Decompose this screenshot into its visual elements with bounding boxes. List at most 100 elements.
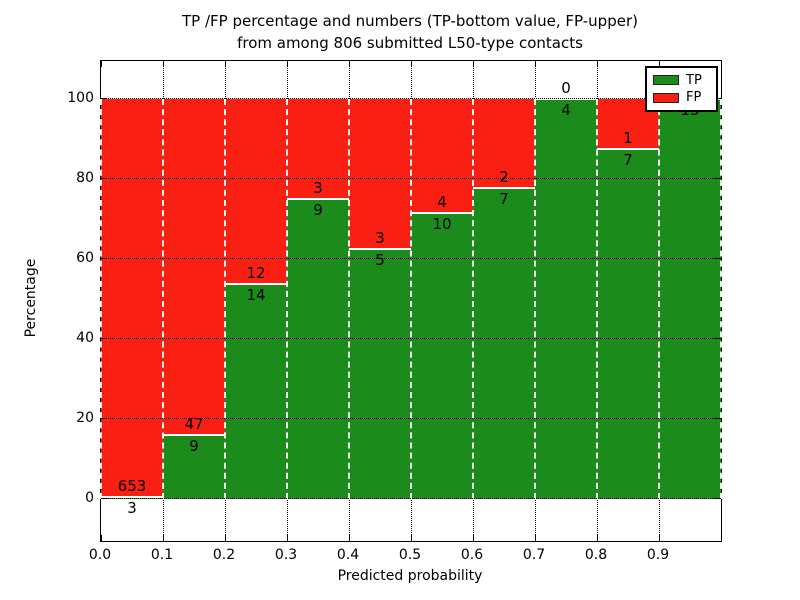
bar-segment-divider xyxy=(349,248,411,250)
y-tick-mark xyxy=(101,338,107,339)
fp-swatch-icon xyxy=(653,92,679,103)
bar-edge xyxy=(348,99,350,499)
bar-segment-divider xyxy=(411,212,473,215)
legend: TP FP xyxy=(645,66,718,112)
bar-edge xyxy=(100,99,102,499)
y-tick-mark xyxy=(715,418,721,419)
y-tick-label: 100 xyxy=(67,90,94,106)
bar-segment-tp xyxy=(411,213,473,499)
bar-label-fp: 3 xyxy=(375,229,385,247)
y-gridline xyxy=(101,498,721,499)
bar-segment-tp xyxy=(349,249,411,499)
y-tick-mark xyxy=(715,338,721,339)
x-tick-mark xyxy=(534,61,536,67)
bar-edge xyxy=(472,99,474,499)
x-tick-mark xyxy=(658,61,660,67)
x-tick-mark xyxy=(720,61,722,67)
bar-edge xyxy=(720,99,722,499)
bar-segment-tp xyxy=(597,149,659,499)
bar-segment-tp xyxy=(473,187,535,499)
legend-item-fp: FP xyxy=(653,91,710,104)
bar-label-fp: 12 xyxy=(246,263,266,282)
legend-item-tp: TP xyxy=(653,74,710,87)
bar-segment-divider xyxy=(287,198,349,200)
bar-edge xyxy=(658,99,660,499)
bar-label-tp: 7 xyxy=(499,189,509,208)
x-tick-label: 0.4 xyxy=(336,547,360,563)
bar-segment-fp xyxy=(349,99,411,249)
x-tick-mark xyxy=(286,61,288,67)
x-tick-mark xyxy=(410,61,412,67)
bar-segment-divider xyxy=(535,98,597,100)
x-tick-mark xyxy=(224,61,226,67)
y-axis-label: Percentage xyxy=(23,258,39,338)
x-tick-mark xyxy=(658,535,660,541)
bar-segment-tp xyxy=(225,283,287,499)
y-tick-mark xyxy=(715,178,721,179)
x-tick-mark xyxy=(162,61,164,67)
x-tick-label: 0.3 xyxy=(274,547,298,563)
bar-edge xyxy=(410,99,412,499)
bar-segment-divider xyxy=(597,148,659,150)
y-tick-mark xyxy=(101,178,107,179)
bar-segment-tp xyxy=(535,99,597,499)
chart-title-line1: TP /FP percentage and numbers (TP-bottom… xyxy=(182,12,638,30)
y-tick-mark xyxy=(715,258,721,259)
y-tick-label: 20 xyxy=(76,410,94,426)
tp-swatch-icon xyxy=(653,75,679,86)
y-gridline xyxy=(101,418,721,419)
bar-label-tp: 4 xyxy=(561,101,571,119)
x-axis-label: Predicted probability xyxy=(337,568,483,584)
bar-segment-divider xyxy=(101,496,163,499)
x-tick-label: 0.6 xyxy=(460,547,484,563)
bar-segment-fp xyxy=(473,99,535,188)
bar-edge xyxy=(162,99,164,499)
y-tick-mark xyxy=(101,258,107,259)
x-tick-mark xyxy=(410,535,412,541)
x-tick-mark xyxy=(348,61,350,67)
y-tick-mark xyxy=(101,98,107,99)
legend-label-fp: FP xyxy=(686,90,702,106)
bar-segment-fp xyxy=(411,99,473,214)
x-tick-mark xyxy=(162,535,164,541)
bar-segment-divider xyxy=(225,282,287,285)
x-tick-label: 0.8 xyxy=(584,547,608,563)
y-tick-mark xyxy=(715,98,721,99)
x-tick-label: 0.1 xyxy=(150,547,174,563)
bar-label-tp: 9 xyxy=(189,436,199,455)
chart-title: TP /FP percentage and numbers (TP-bottom… xyxy=(100,10,720,54)
x-tick-mark xyxy=(534,535,536,541)
y-tick-mark xyxy=(101,418,107,419)
y-tick-label: 0 xyxy=(85,490,94,506)
bar-label-tp: 9 xyxy=(313,201,323,219)
y-tick-label: 40 xyxy=(76,330,94,346)
y-gridline xyxy=(101,178,721,179)
bar-label-fp: 2 xyxy=(499,167,509,186)
bar-label-tp: 10 xyxy=(432,215,452,234)
bar-label-tp: 3 xyxy=(127,499,137,518)
x-tick-label: 0.7 xyxy=(522,547,546,563)
bar-label-fp: 4 xyxy=(437,193,447,212)
x-tick-mark xyxy=(596,61,598,67)
chart-title-line2: from among 806 submitted L50-type contac… xyxy=(237,34,583,52)
x-tick-mark xyxy=(596,535,598,541)
x-tick-label: 0.5 xyxy=(398,547,422,563)
axes: 653347912143935410270417013 xyxy=(100,60,722,542)
y-gridline xyxy=(101,98,721,99)
bars-layer: 653347912143935410270417013 xyxy=(100,80,722,517)
bar-edge xyxy=(596,99,598,499)
bar-edge xyxy=(534,99,536,499)
bar-label-fp: 653 xyxy=(117,477,147,496)
y-tick-mark xyxy=(715,498,721,499)
y-tick-label: 60 xyxy=(76,250,94,266)
x-tick-label: 0.2 xyxy=(212,547,236,563)
bar-segment-tp xyxy=(659,99,721,499)
x-tick-label: 0.0 xyxy=(88,547,112,563)
x-tick-mark xyxy=(100,535,102,541)
bar-segment-fp xyxy=(163,99,225,435)
y-gridline xyxy=(101,258,721,259)
y-tick-label: 80 xyxy=(76,170,94,186)
bar-edge xyxy=(286,99,288,499)
bar-segment-tp xyxy=(163,434,225,499)
